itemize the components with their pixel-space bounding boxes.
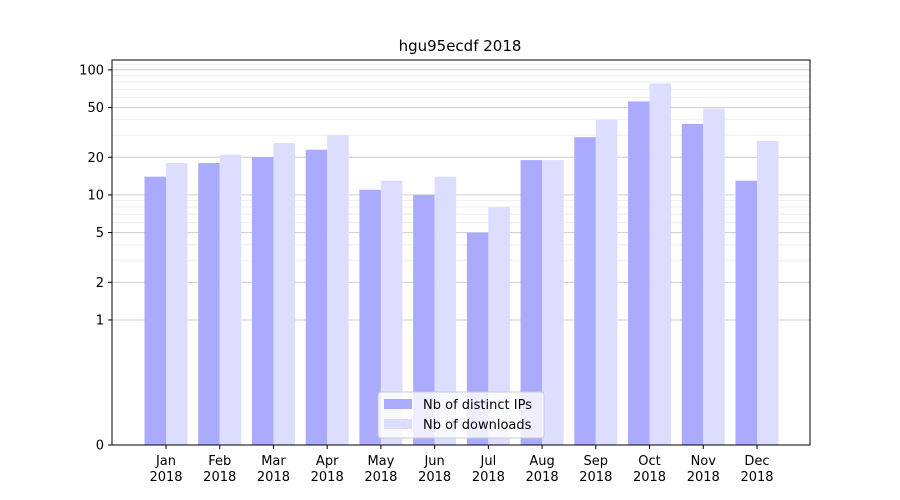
x-tick-label: Nov 2018 (687, 454, 720, 485)
legend-label: Nb of downloads (423, 418, 532, 433)
y-tick-label: 10 (87, 188, 104, 203)
bar-downloads (488, 207, 510, 445)
x-tick-label-month: Jun (423, 454, 444, 469)
bar-distinct-ips (251, 157, 274, 445)
bar-distinct-ips (413, 194, 435, 445)
x-tick-label-month: Nov (691, 454, 717, 469)
y-tick-label: 20 (87, 151, 104, 166)
x-tick-label-year: 2018 (633, 470, 666, 485)
x-tick-label-month: Dec (744, 454, 769, 469)
plot-area-frame (111, 59, 811, 446)
x-tick-label: Aug 2018 (526, 454, 559, 485)
x-tick-label-month: Sep (584, 454, 609, 469)
y-axis: 0 1 2 5 10 20 50 100 (79, 63, 112, 454)
bar-downloads (434, 176, 457, 445)
x-tick-label: Sep 2018 (579, 454, 612, 485)
y-tick-label: 0 (96, 439, 104, 454)
x-tick-label-year: 2018 (311, 470, 344, 485)
y-tick-label: 100 (79, 63, 104, 78)
x-tick-label: Jun 2018 (418, 454, 451, 485)
x-tick-label-year: 2018 (472, 470, 505, 485)
legend-label: Nb of distinct IPs (423, 398, 532, 413)
x-tick-label: Dec 2018 (740, 454, 773, 485)
bar-downloads (649, 83, 672, 445)
x-tick-label-year: 2018 (740, 470, 773, 485)
x-tick-label: Mar 2018 (257, 454, 290, 485)
x-tick-label: Feb 2018 (203, 454, 236, 485)
x-tick-label: Jan 2018 (149, 454, 182, 485)
bar-distinct-ips (198, 163, 220, 445)
legend-swatch (384, 419, 412, 429)
legend: Nb of distinct IPs Nb of downloads (377, 391, 545, 439)
x-tick-label-year: 2018 (364, 470, 397, 485)
bar-downloads (273, 143, 295, 445)
legend-box (377, 391, 545, 439)
x-tick-label: Oct 2018 (633, 454, 666, 485)
bar-downloads (595, 119, 618, 446)
bar-distinct-ips (520, 160, 543, 445)
y-tick-label: 5 (96, 226, 104, 241)
bar-distinct-ips (735, 180, 757, 445)
x-tick-label-month: Feb (208, 454, 231, 469)
x-tick-label-year: 2018 (526, 470, 559, 485)
bar-downloads (542, 160, 564, 445)
bar-downloads (327, 135, 349, 445)
bar-downloads (703, 108, 725, 445)
bar-distinct-ips (628, 101, 650, 445)
x-tick-label-month: Mar (261, 454, 286, 469)
bar-downloads (380, 180, 403, 445)
x-tick-label: May 2018 (364, 454, 397, 485)
x-tick-label-year: 2018 (257, 470, 290, 485)
bar-downloads (219, 154, 242, 446)
x-tick-label-month: Jan (155, 454, 176, 469)
y-tick-label: 50 (87, 101, 104, 116)
y-tick-label: 2 (96, 276, 104, 291)
x-tick-label-month: Jul (480, 454, 497, 469)
y-tick-label: 1 (96, 313, 104, 328)
x-tick-label-year: 2018 (418, 470, 451, 485)
bars (144, 83, 779, 446)
x-tick-label-year: 2018 (687, 470, 720, 485)
bar-distinct-ips (574, 137, 596, 445)
chart-title: hgu95ecdf 2018 (399, 37, 522, 55)
x-tick-label-month: Apr (316, 454, 339, 469)
bar-downloads (166, 163, 188, 445)
legend-swatch (384, 399, 412, 409)
x-tick-label-year: 2018 (579, 470, 612, 485)
bar-distinct-ips (681, 123, 704, 445)
x-tick-label-year: 2018 (149, 470, 182, 485)
bar-distinct-ips (359, 189, 381, 445)
bar-distinct-ips (144, 176, 166, 445)
bar-downloads (757, 140, 779, 445)
x-tick-label: Jul 2018 (472, 454, 505, 485)
x-tick-label-month: Aug (529, 454, 554, 469)
x-tick-label: Apr 2018 (311, 454, 344, 485)
x-tick-label-month: Oct (638, 454, 660, 469)
x-tick-label-month: May (367, 454, 394, 469)
bar-distinct-ips (305, 149, 328, 446)
x-tick-label-year: 2018 (203, 470, 236, 485)
